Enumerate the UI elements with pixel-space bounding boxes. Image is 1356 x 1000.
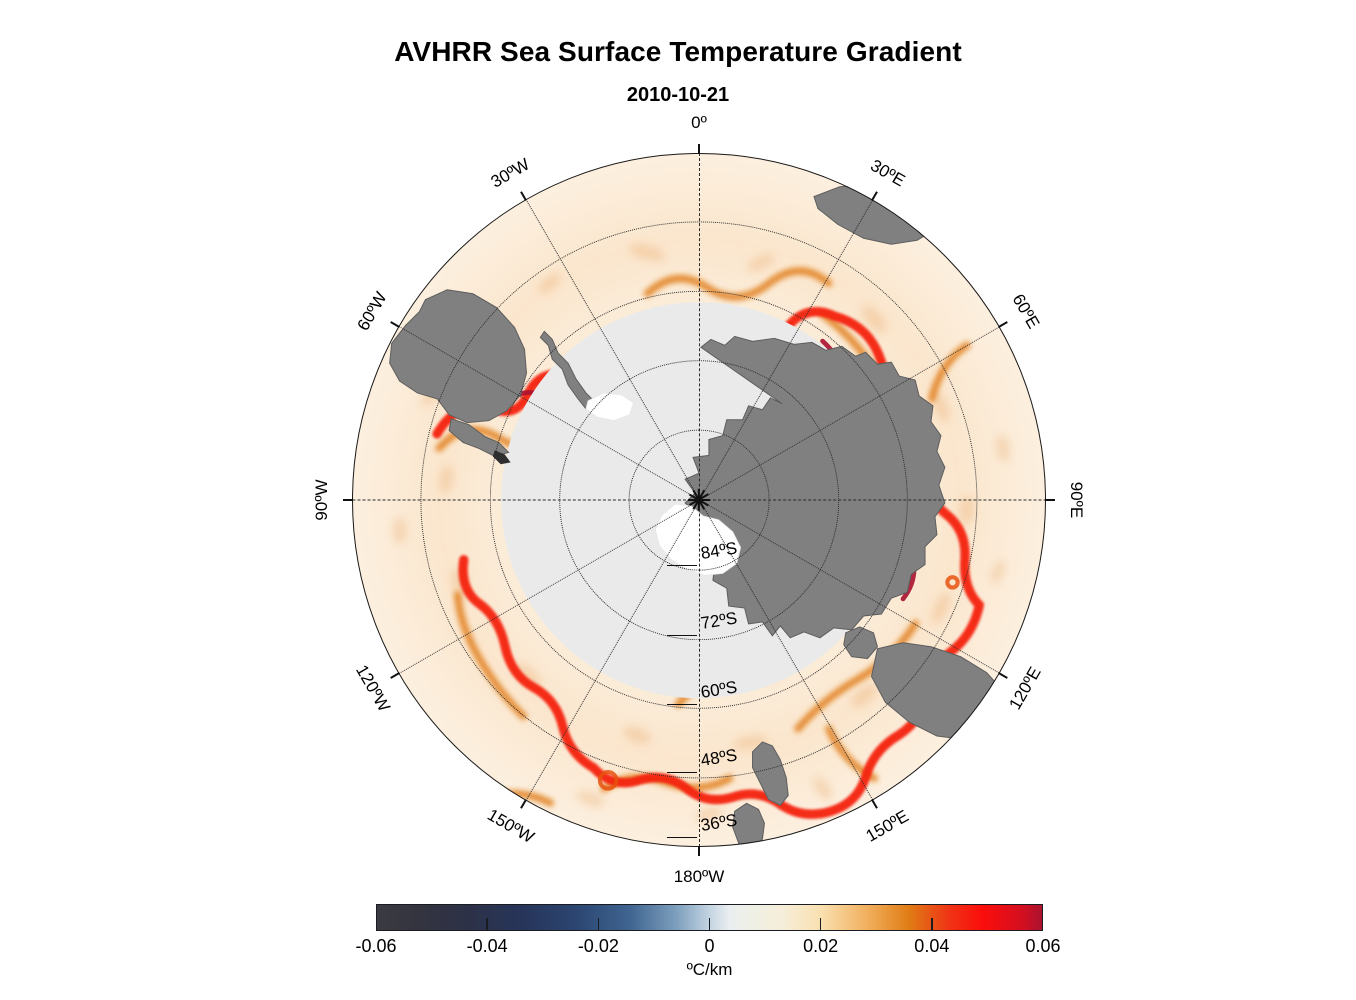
lon-label-90ºE: 90ºE: [1066, 482, 1086, 518]
lon-label-0º: 0º: [691, 113, 707, 133]
colorbar-tick: [931, 918, 933, 931]
lon-label-180ºW: 180ºW: [674, 867, 725, 887]
colorbar-tick-label: 0.04: [914, 936, 950, 956]
colorbar-tick: [708, 918, 711, 931]
colorbar-tick-label: 0.02: [803, 936, 839, 956]
page-subtitle: 2010-10-21: [626, 84, 730, 106]
lon-label-text: 90ºE: [1067, 481, 1086, 519]
lon-label-text: 90ºW: [312, 479, 331, 521]
lon-label-text: 180ºW: [673, 867, 725, 886]
colorbar-tick-label: -0.04: [466, 936, 508, 956]
colorbar-tick: [486, 918, 488, 931]
polar-map[interactable]: 84ºS 72ºS 60ºS 48ºS 36ºS 0º 30ºE 60ºE 90ºE 1…: [312, 113, 1086, 886]
colorbar-tick: [597, 918, 600, 931]
colorbar-tick: [819, 918, 822, 931]
colorbar-tick-label: -0.02: [577, 936, 619, 956]
colorbar-tick-label: -0.06: [355, 936, 397, 956]
page-title: AVHRR Sea Surface Temperature Gradient: [394, 36, 962, 67]
colorbar-tick-label: 0.06: [1025, 936, 1061, 956]
colorbar-tick-label: 0: [704, 936, 715, 956]
lon-label-90ºW: 90ºW: [312, 479, 332, 520]
land-masses: [389, 184, 1017, 847]
map-clip: 84ºS 72ºS 60ºS 48ºS 36ºS: [352, 153, 1046, 847]
colorbar-unit-label: ºC/km: [686, 960, 733, 979]
lon-label-text: 0º: [691, 113, 707, 132]
